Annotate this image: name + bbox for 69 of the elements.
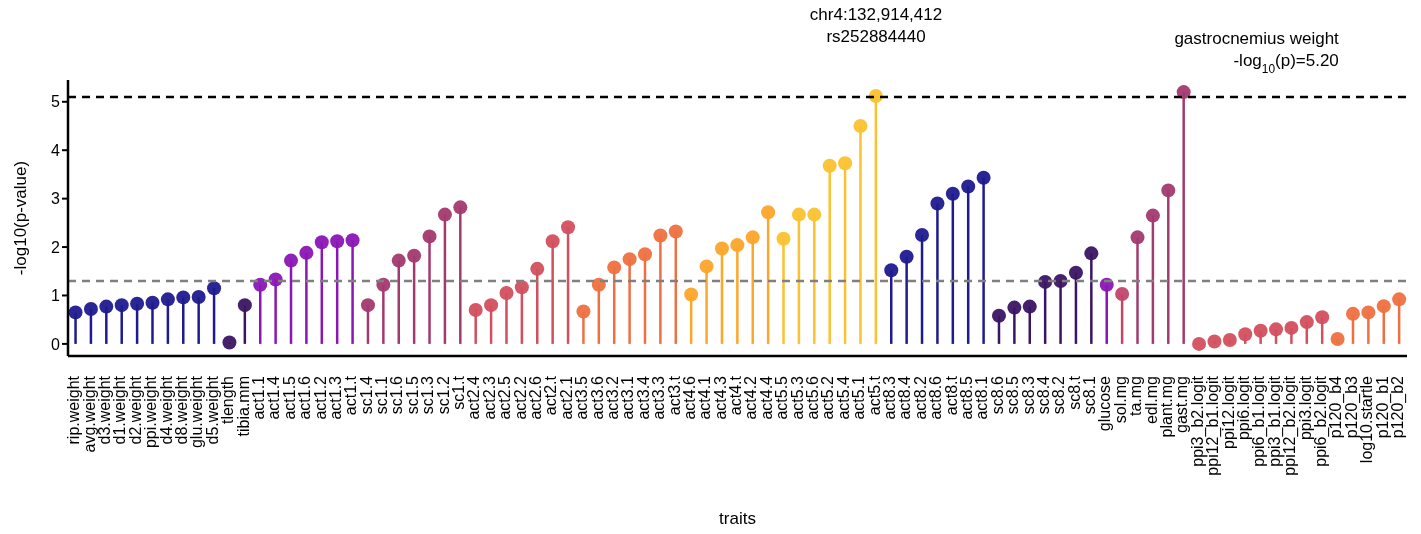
x-tick-label: act8.6 [927,375,945,420]
x-tick-label: act4.1 [696,375,714,420]
x-tick-label: act4.t [727,375,745,416]
x-tick-label: act2.3 [480,375,498,420]
annotation: gastrocnemius weight -log$_{10}$(p)=5.20 [1174,29,1340,77]
x-tick-label: act5.5 [773,375,791,420]
x-tick-label: act5.3 [788,375,806,420]
x-tick-label: act3.1 [619,375,637,420]
x-tick-label: sc1.3 [419,375,437,415]
x-tick-label: act5.1 [850,375,868,420]
x-tick-label: act8.3 [881,375,899,420]
x-tick-label: act2.t [542,375,560,416]
x-tick-label: sc1.6 [388,375,406,415]
x-tick-label: act5.4 [834,375,852,420]
y-tick-label: 5 [51,93,61,111]
x-tick-label: act8.t [942,375,960,416]
x-tick-label: sc8.5 [1004,375,1022,415]
x-tick-label: act1.4 [265,375,283,420]
x-tick-label: act2.6 [527,375,545,420]
y-tick-label: 2 [51,238,61,256]
y-tick-label: 3 [51,190,61,208]
x-tick-label: act2.2 [511,375,529,420]
x-tick-label: sc1.t [450,375,468,410]
x-tick-label: act5.2 [819,375,837,420]
x-tick-label: act5.t [865,375,883,416]
x-tick-label: act4.6 [680,375,698,420]
x-tick-label: act8.1 [973,375,991,420]
x-tick-label: sc8.2 [1050,375,1068,415]
x-tick-label: sc8.6 [988,375,1006,415]
x-tick-label: act8.5 [957,375,975,420]
x-tick-label: act3.5 [573,375,591,420]
x-tick-label: act1.5 [280,375,298,420]
x-tick-label: sc8.t [1065,375,1083,410]
x-tick-label: act1.1 [249,375,267,420]
x-tick-label: act2.5 [496,375,514,420]
y-axis-title: -log10(p-value) [11,160,31,276]
x-tick-label: act2.1 [557,375,575,420]
x-tick-label: sc8.1 [1081,375,1099,415]
y-tick-label: 1 [51,287,61,305]
x-tick-label: act4.2 [742,375,760,420]
x-tick-label: act1.3 [326,375,344,420]
x-tick-label: act1.6 [296,375,314,420]
x-tick-label: act2.4 [465,375,483,420]
x-tick-label: sc1.1 [373,375,391,415]
x-tick-label: sc1.2 [434,375,452,415]
x-tick-label: act1.t [342,375,360,416]
x-tick-label: act4.4 [757,375,775,420]
x-tick-label: act5.6 [804,375,822,420]
x-tick-label: act1.2 [311,375,329,420]
y-tick-label: 0 [51,335,61,353]
x-tick-label: sc8.3 [1019,375,1037,415]
x-tick-label: act3.4 [634,375,652,420]
x-tick-label: act8.2 [911,375,929,420]
y-tick-label: 4 [51,141,61,159]
x-axis-title: traits [719,509,756,528]
x-tick-label: act3.t [665,375,683,416]
x-tick-label: rip.weight [65,375,83,445]
x-tick-label: sc1.5 [403,375,421,415]
x-tick-label: glucose [1096,375,1114,432]
x-tick-label: act3.2 [603,375,621,420]
x-tick-label: sc1.4 [357,375,375,415]
annotation: chr4:132,914,412 rs252884440 [809,4,943,46]
x-tick-label: act8.4 [896,375,914,420]
x-tick-label: act3.3 [650,375,668,420]
x-tick-label: sol.mg [1111,376,1129,424]
x-tick-label: p120_b1 [1373,375,1392,439]
x-tick-label: act3.6 [588,375,606,420]
x-tick-label: sc8.4 [1034,375,1052,415]
x-tick-label: act4.3 [711,375,729,420]
